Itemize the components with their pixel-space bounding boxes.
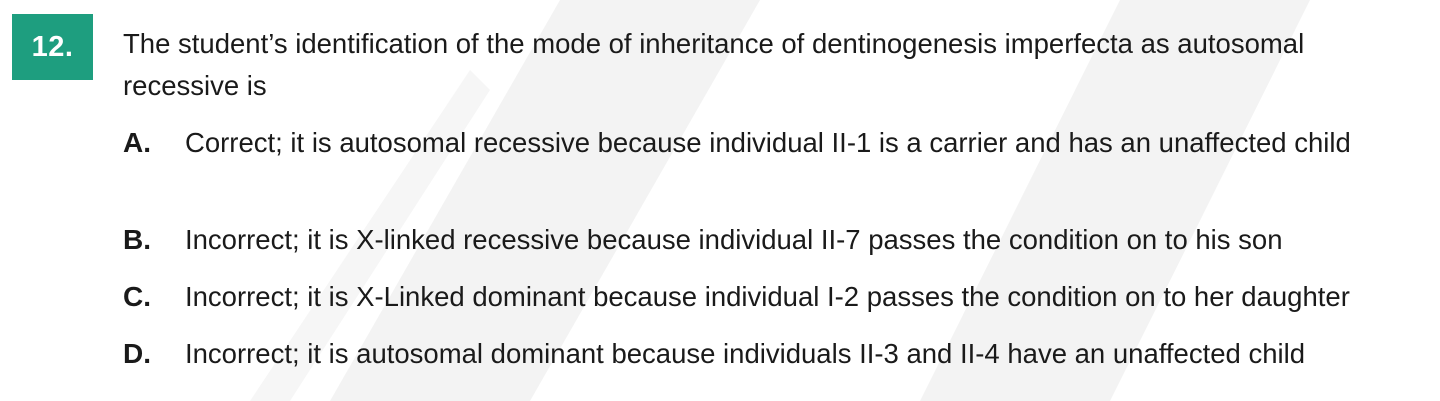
option-letter: C. bbox=[123, 281, 151, 312]
answer-options: A. Correct; it is autosomal recessive be… bbox=[123, 123, 1433, 376]
option-text: Incorrect; it is autosomal dominant beca… bbox=[185, 338, 1306, 369]
option-letter: B. bbox=[123, 224, 151, 255]
option-letter: A. bbox=[123, 127, 151, 158]
option-text: Incorrect; it is X-linked recessive beca… bbox=[185, 224, 1283, 255]
question-stem: The student’s identification of the mode… bbox=[123, 28, 1305, 101]
question-number-badge: 12. bbox=[12, 14, 93, 80]
option-b[interactable]: B. Incorrect; it is X-linked recessive b… bbox=[123, 220, 1433, 277]
option-a[interactable]: A. Correct; it is autosomal recessive be… bbox=[123, 123, 1433, 220]
option-text: Correct; it is autosomal recessive becau… bbox=[185, 127, 1351, 158]
option-text: Incorrect; it is X-Linked dominant becau… bbox=[185, 281, 1350, 312]
option-c[interactable]: C. Incorrect; it is X-Linked dominant be… bbox=[123, 277, 1433, 334]
option-d[interactable]: D. Incorrect; it is autosomal dominant b… bbox=[123, 334, 1433, 376]
option-letter: D. bbox=[123, 338, 151, 369]
